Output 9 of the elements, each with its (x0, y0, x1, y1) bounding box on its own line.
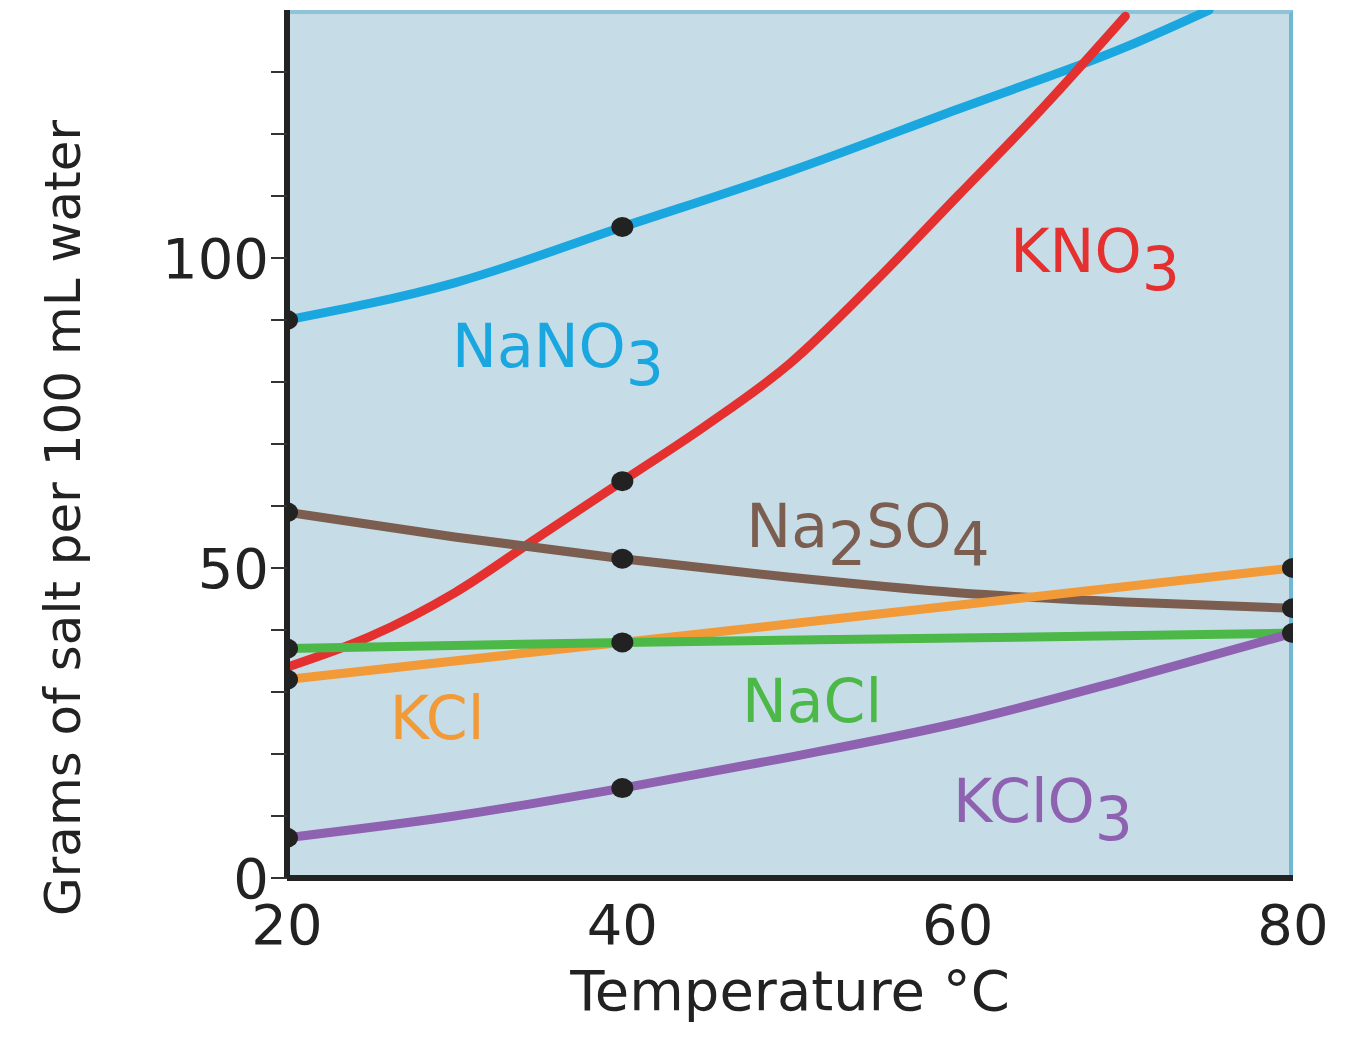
y-tick-label: 100 (162, 225, 269, 291)
x-tick-label: 80 (1257, 891, 1329, 957)
x-axis-title: Temperature °C (569, 958, 1010, 1023)
series-label: NaCl (741, 665, 883, 736)
y-axis-title: Grams of salt per 100 mL water (33, 119, 92, 916)
y-tick-label: 50 (197, 535, 269, 601)
series-label: KCl (389, 682, 485, 753)
x-tick-label: 40 (586, 891, 658, 957)
x-tick-label: 60 (922, 891, 994, 957)
